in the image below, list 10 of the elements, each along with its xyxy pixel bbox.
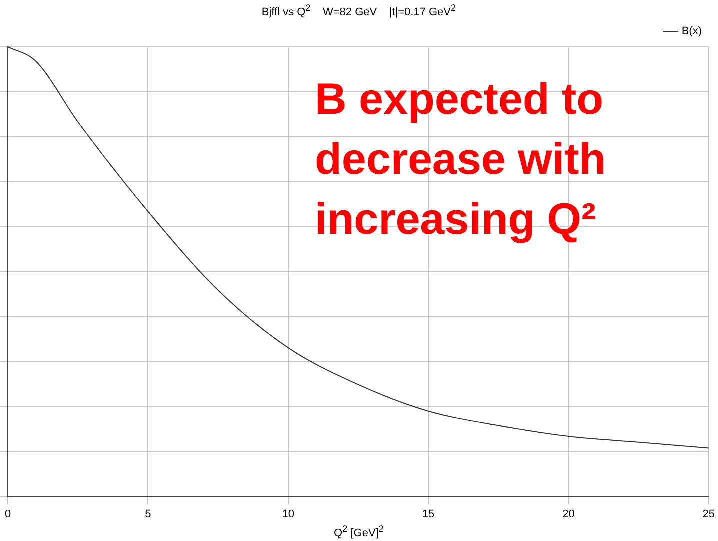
x-tick-label: 0: [4, 508, 12, 520]
chart-title: Bjffl vs Q$^{2}$ W=82 GeV |t|=0.17 GeV$^{2}$: [262, 3, 456, 19]
x-tick-label: 15: [422, 508, 435, 520]
x-tick-label: 20: [562, 508, 575, 520]
legend-label: B(x): [682, 26, 702, 38]
x-tick-label: 10: [282, 508, 294, 520]
x-tick-label: 5: [145, 508, 152, 520]
x-axis-title: Q$^{2}$ [GeV]$^{2}$: [333, 524, 385, 540]
x-tick-label: 25: [702, 508, 716, 520]
annotation: B expected to decrease with increasing Q²: [315, 74, 608, 246]
